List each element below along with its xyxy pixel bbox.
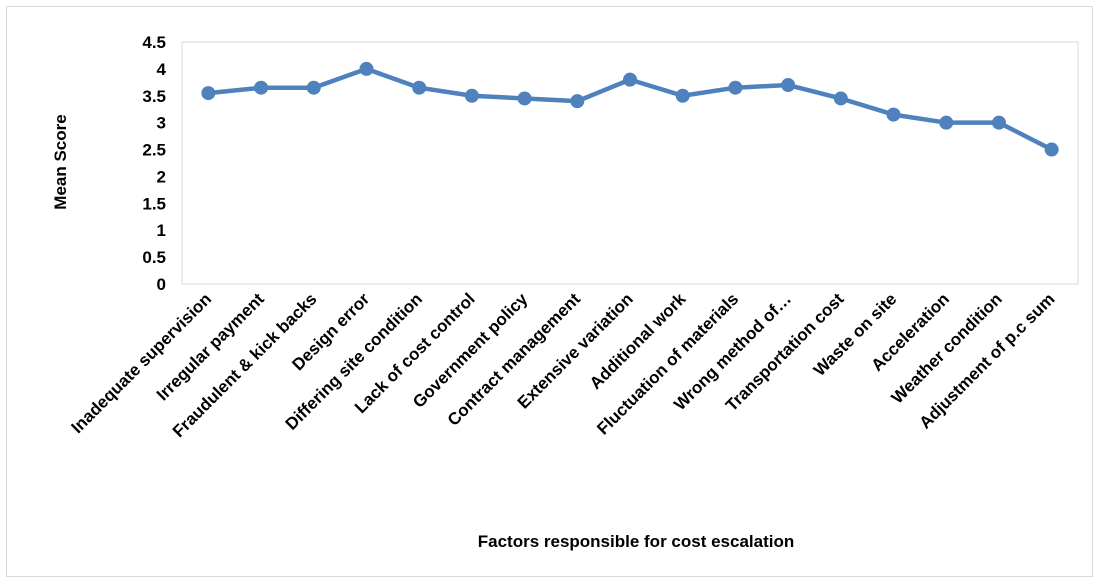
x-tick-label: Additional work: [586, 289, 690, 393]
x-axis-title: Factors responsible for cost escalation: [478, 532, 794, 551]
data-point: [201, 86, 216, 101]
y-tick-label: 3: [157, 114, 166, 133]
y-tick-label: 2.5: [142, 141, 166, 160]
y-tick-label: 3.5: [142, 87, 166, 106]
data-point: [412, 80, 427, 95]
data-point: [833, 91, 848, 106]
data-point: [675, 88, 690, 103]
y-tick-label: 4: [157, 60, 167, 79]
y-tick-label: 1: [157, 221, 166, 240]
y-axis-title: Mean Score: [51, 114, 70, 209]
y-tick-label: 0: [157, 275, 166, 294]
y-tick-label: 4.5: [142, 33, 166, 52]
data-point: [781, 78, 796, 93]
y-tick-label: 2: [157, 167, 166, 186]
data-point: [306, 80, 321, 95]
data-point: [517, 91, 532, 106]
data-point: [991, 115, 1006, 130]
data-point: [1044, 142, 1059, 157]
data-point: [728, 80, 743, 95]
data-point: [464, 88, 479, 103]
y-tick-label: 1.5: [142, 194, 166, 213]
y-tick-label: 0.5: [142, 248, 166, 267]
plot-area: [181, 41, 1079, 285]
data-point: [359, 61, 374, 76]
data-point: [886, 107, 901, 122]
data-point: [254, 80, 269, 95]
data-point: [623, 72, 637, 87]
data-point: [570, 94, 585, 109]
data-point: [939, 115, 954, 130]
